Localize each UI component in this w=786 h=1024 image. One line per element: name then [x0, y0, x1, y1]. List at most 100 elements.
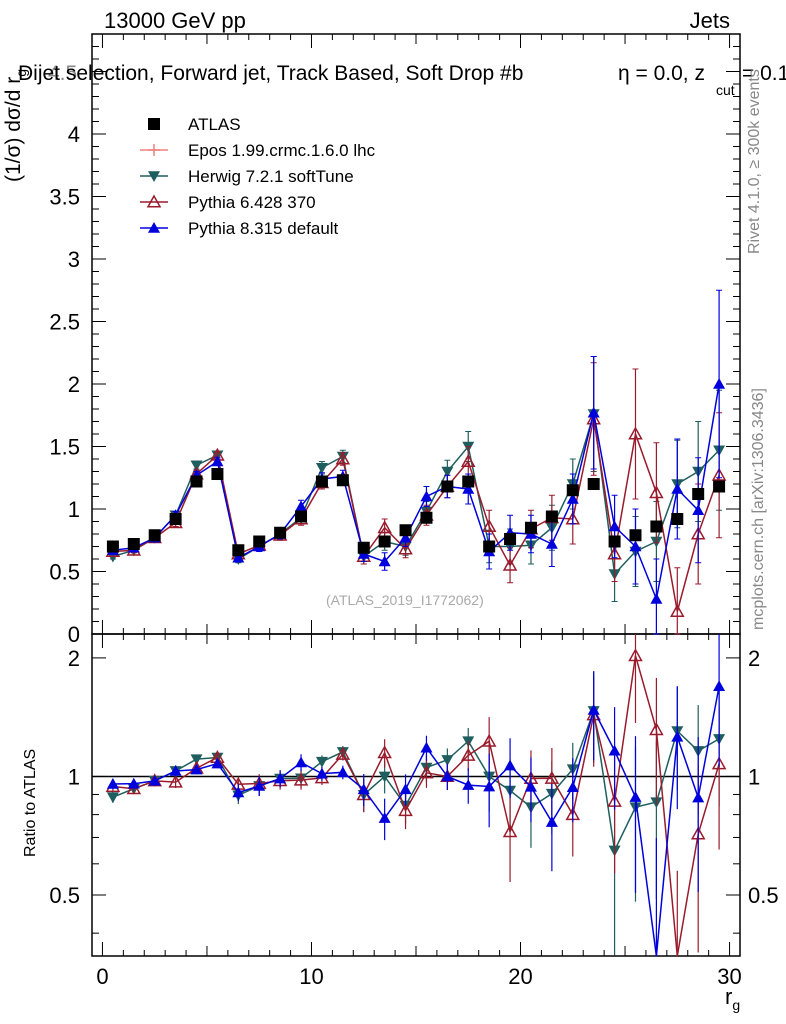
data-point-main	[649, 485, 664, 499]
data-point-atlas	[357, 541, 370, 554]
data-point-ratio	[335, 746, 351, 760]
main-y-tick-label: 3.5	[49, 185, 80, 210]
data-point-atlas	[148, 529, 161, 542]
data-point-atlas	[441, 480, 454, 493]
main-y-tick-label: 2.5	[49, 310, 80, 335]
data-point-atlas	[190, 475, 203, 488]
data-point-main	[441, 466, 454, 478]
main-y-tick-label: 2	[68, 372, 80, 397]
data-point-main	[378, 555, 391, 567]
data-point-atlas	[671, 513, 684, 525]
data-point-ratio	[106, 792, 119, 804]
data-point-main	[671, 483, 684, 494]
data-point-ratio	[357, 783, 370, 795]
data-point-ratio	[587, 703, 600, 715]
data-point-main	[607, 546, 622, 560]
data-point-atlas	[232, 544, 245, 557]
main-y-tick-label: 4	[68, 122, 80, 147]
data-point-ratio	[399, 783, 412, 795]
data-point-main	[295, 500, 308, 512]
data-point-ratio	[378, 812, 391, 823]
data-point-atlas	[629, 529, 642, 542]
data-point-atlas	[211, 468, 224, 480]
series-line-ratio	[112, 655, 720, 957]
legend-marker	[148, 222, 160, 233]
data-point-main	[502, 557, 518, 571]
data-point-ratio	[629, 791, 642, 802]
data-point-atlas	[274, 526, 287, 539]
data-point-ratio	[441, 770, 454, 782]
mcplots-label: mcplots.cern.ch [arXiv:1306.3436]	[750, 388, 767, 630]
data-point-ratio	[315, 767, 328, 779]
data-point-atlas	[378, 535, 391, 548]
data-point-ratio	[502, 824, 518, 838]
data-point-ratio	[169, 764, 182, 776]
data-point-atlas	[315, 475, 328, 488]
x-tick-label: 0	[96, 964, 108, 989]
main-y-axis-label-sub: g	[13, 68, 29, 77]
ratio-y-axis-label: Ratio to ATLAS	[22, 748, 39, 857]
legend-label: Epos 1.99.crmc.1.6.0 lhc	[188, 141, 376, 160]
data-point-ratio	[483, 780, 496, 792]
data-point-ratio	[253, 779, 266, 791]
legend-marker	[148, 144, 160, 156]
data-point-ratio	[545, 816, 558, 827]
main-y-tick-label: 0	[68, 622, 80, 647]
plot-title-overlap-number: 4.5	[48, 62, 78, 85]
data-point-atlas	[483, 540, 496, 553]
series-line-main	[112, 413, 720, 576]
plot-title: Dijet selection, Forward jet, Track Base…	[18, 62, 524, 85]
data-point-ratio	[566, 781, 579, 792]
legend: ATLAS Epos 1.99.crmc.1.6.0 lhc Herwig 7.2.…	[140, 115, 376, 238]
data-point-main	[566, 493, 579, 504]
data-point-ratio	[460, 747, 476, 761]
legend-label: Herwig 7.2.1 softTune	[188, 167, 354, 186]
data-point-main	[587, 406, 600, 418]
data-point-ratio	[190, 754, 203, 766]
data-point-main	[608, 520, 621, 532]
legend-marker	[146, 194, 162, 208]
ratio-y-tick-label: 2	[68, 646, 80, 671]
data-point-atlas	[169, 513, 182, 525]
data-point-ratio	[168, 774, 183, 788]
data-point-atlas	[587, 478, 600, 490]
ratio-y-tick-label-right: 2	[748, 646, 760, 671]
data-point-ratio	[713, 680, 726, 692]
data-point-ratio	[377, 745, 392, 759]
plot-title-zcut-subscript: cut	[716, 82, 735, 98]
data-point-main	[670, 603, 685, 618]
ratio-y-tick-label: 1	[68, 764, 80, 789]
data-point-ratio	[544, 770, 560, 784]
data-point-main	[628, 426, 643, 440]
legend-label: ATLAS	[188, 115, 241, 134]
data-point-atlas	[504, 533, 517, 545]
data-point-ratio	[504, 759, 517, 771]
main-y-tick-label: 3	[68, 247, 80, 272]
data-point-ratio	[295, 756, 308, 768]
data-point-main	[481, 518, 497, 533]
data-point-ratio	[336, 766, 349, 778]
data-point-ratio	[274, 772, 287, 784]
series-line-main	[112, 383, 720, 602]
data-point-ratio	[671, 730, 684, 742]
data-point-main	[190, 460, 203, 472]
data-point-ratio	[481, 733, 497, 747]
data-point-ratio	[419, 765, 434, 779]
plot-title-eta: η = 0.0, z	[618, 62, 705, 85]
data-point-atlas	[462, 475, 475, 488]
data-point-ratio	[524, 780, 537, 792]
x-tick-label: 20	[508, 964, 532, 989]
data-point-ratio	[378, 771, 391, 783]
data-point-atlas	[420, 511, 433, 524]
beam-energy-label: 13000 GeV pp	[104, 8, 246, 33]
main-y-axis-label-text: (1/σ) dσ/d r	[2, 76, 25, 182]
x-tick-label: 10	[299, 964, 323, 989]
main-y-tick-label: 0.5	[49, 560, 80, 585]
x-axis-label-sub: g	[732, 997, 741, 1013]
data-point-atlas	[566, 484, 579, 497]
data-point-main	[399, 531, 412, 543]
data-point-main	[420, 490, 433, 502]
data-point-main	[713, 378, 726, 389]
data-point-ratio	[649, 722, 664, 736]
